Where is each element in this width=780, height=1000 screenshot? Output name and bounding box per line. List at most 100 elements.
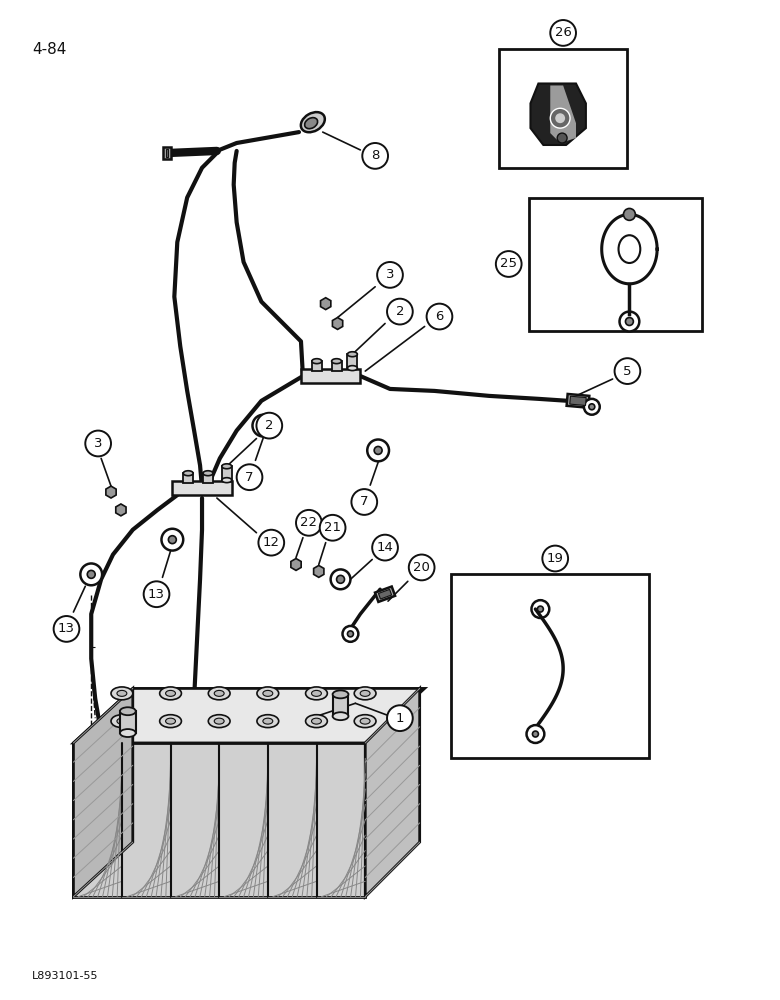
Ellipse shape bbox=[306, 687, 328, 700]
Bar bbox=[120, 711, 136, 733]
Circle shape bbox=[296, 510, 321, 536]
Ellipse shape bbox=[360, 690, 370, 696]
Text: 6: 6 bbox=[435, 310, 444, 323]
Circle shape bbox=[427, 304, 452, 329]
Ellipse shape bbox=[160, 715, 182, 728]
Text: 4-84: 4-84 bbox=[32, 42, 66, 57]
Ellipse shape bbox=[354, 687, 376, 700]
Polygon shape bbox=[291, 559, 301, 570]
Text: L893101-55: L893101-55 bbox=[32, 971, 98, 981]
Circle shape bbox=[387, 705, 413, 731]
Text: 1: 1 bbox=[395, 712, 404, 725]
Bar bbox=[566, 394, 590, 408]
Ellipse shape bbox=[347, 366, 357, 371]
Bar bbox=[312, 361, 321, 371]
Text: 3: 3 bbox=[94, 437, 102, 450]
Ellipse shape bbox=[222, 478, 232, 483]
Circle shape bbox=[557, 133, 567, 143]
Circle shape bbox=[253, 415, 275, 437]
Ellipse shape bbox=[257, 687, 278, 700]
Ellipse shape bbox=[332, 690, 349, 698]
Ellipse shape bbox=[619, 235, 640, 263]
Bar bbox=[332, 694, 349, 716]
Text: 5: 5 bbox=[623, 365, 632, 378]
Circle shape bbox=[372, 535, 398, 560]
Ellipse shape bbox=[165, 718, 176, 724]
Text: 12: 12 bbox=[263, 536, 280, 549]
Text: 20: 20 bbox=[413, 561, 430, 574]
Bar bbox=[183, 473, 193, 483]
Circle shape bbox=[331, 569, 350, 589]
Ellipse shape bbox=[360, 718, 370, 724]
Ellipse shape bbox=[160, 687, 182, 700]
Circle shape bbox=[526, 725, 544, 743]
Ellipse shape bbox=[301, 112, 324, 132]
Bar bbox=[301, 369, 360, 383]
Circle shape bbox=[257, 413, 282, 439]
Circle shape bbox=[161, 529, 183, 551]
Ellipse shape bbox=[111, 687, 133, 700]
Text: 7: 7 bbox=[360, 495, 368, 508]
Text: 21: 21 bbox=[324, 521, 341, 534]
Ellipse shape bbox=[183, 471, 193, 476]
Bar bbox=[499, 49, 627, 168]
Circle shape bbox=[615, 358, 640, 384]
Polygon shape bbox=[73, 743, 365, 897]
Circle shape bbox=[374, 446, 382, 454]
Ellipse shape bbox=[263, 690, 273, 696]
Polygon shape bbox=[550, 85, 576, 143]
Circle shape bbox=[367, 440, 389, 461]
Bar bbox=[529, 198, 702, 331]
Ellipse shape bbox=[354, 715, 376, 728]
Circle shape bbox=[584, 399, 600, 415]
Polygon shape bbox=[321, 298, 331, 310]
Ellipse shape bbox=[215, 690, 224, 696]
Circle shape bbox=[337, 575, 345, 583]
Ellipse shape bbox=[332, 359, 342, 364]
Polygon shape bbox=[365, 688, 420, 897]
Ellipse shape bbox=[165, 690, 176, 696]
Bar bbox=[569, 396, 587, 405]
Circle shape bbox=[144, 581, 169, 607]
Ellipse shape bbox=[208, 687, 230, 700]
Circle shape bbox=[347, 631, 353, 637]
Text: 13: 13 bbox=[148, 588, 165, 601]
Circle shape bbox=[260, 422, 268, 430]
Ellipse shape bbox=[117, 690, 127, 696]
Text: 13: 13 bbox=[58, 622, 75, 635]
Circle shape bbox=[531, 600, 549, 618]
Text: 22: 22 bbox=[300, 516, 317, 529]
Polygon shape bbox=[115, 504, 126, 516]
Ellipse shape bbox=[312, 359, 321, 364]
Bar bbox=[203, 473, 213, 483]
Circle shape bbox=[626, 318, 633, 325]
Bar bbox=[164, 147, 172, 159]
Circle shape bbox=[378, 262, 402, 288]
Circle shape bbox=[54, 616, 80, 642]
Ellipse shape bbox=[257, 715, 278, 728]
Ellipse shape bbox=[208, 715, 230, 728]
Polygon shape bbox=[73, 688, 424, 743]
Ellipse shape bbox=[203, 471, 213, 476]
Circle shape bbox=[533, 731, 538, 737]
Circle shape bbox=[537, 606, 544, 612]
Polygon shape bbox=[106, 486, 116, 498]
Polygon shape bbox=[73, 688, 133, 897]
Circle shape bbox=[619, 312, 640, 331]
Text: 2: 2 bbox=[265, 419, 274, 432]
Circle shape bbox=[352, 489, 378, 515]
Circle shape bbox=[236, 464, 262, 490]
Polygon shape bbox=[332, 318, 342, 329]
Polygon shape bbox=[314, 565, 324, 577]
Bar bbox=[452, 574, 649, 758]
Circle shape bbox=[409, 555, 434, 580]
Circle shape bbox=[362, 143, 388, 169]
Bar bbox=[172, 481, 232, 495]
Bar bbox=[378, 589, 392, 599]
Text: 3: 3 bbox=[386, 268, 394, 281]
Text: 7: 7 bbox=[245, 471, 254, 484]
Circle shape bbox=[387, 299, 413, 324]
Circle shape bbox=[555, 113, 565, 123]
Circle shape bbox=[87, 570, 95, 578]
Text: 8: 8 bbox=[371, 149, 379, 162]
